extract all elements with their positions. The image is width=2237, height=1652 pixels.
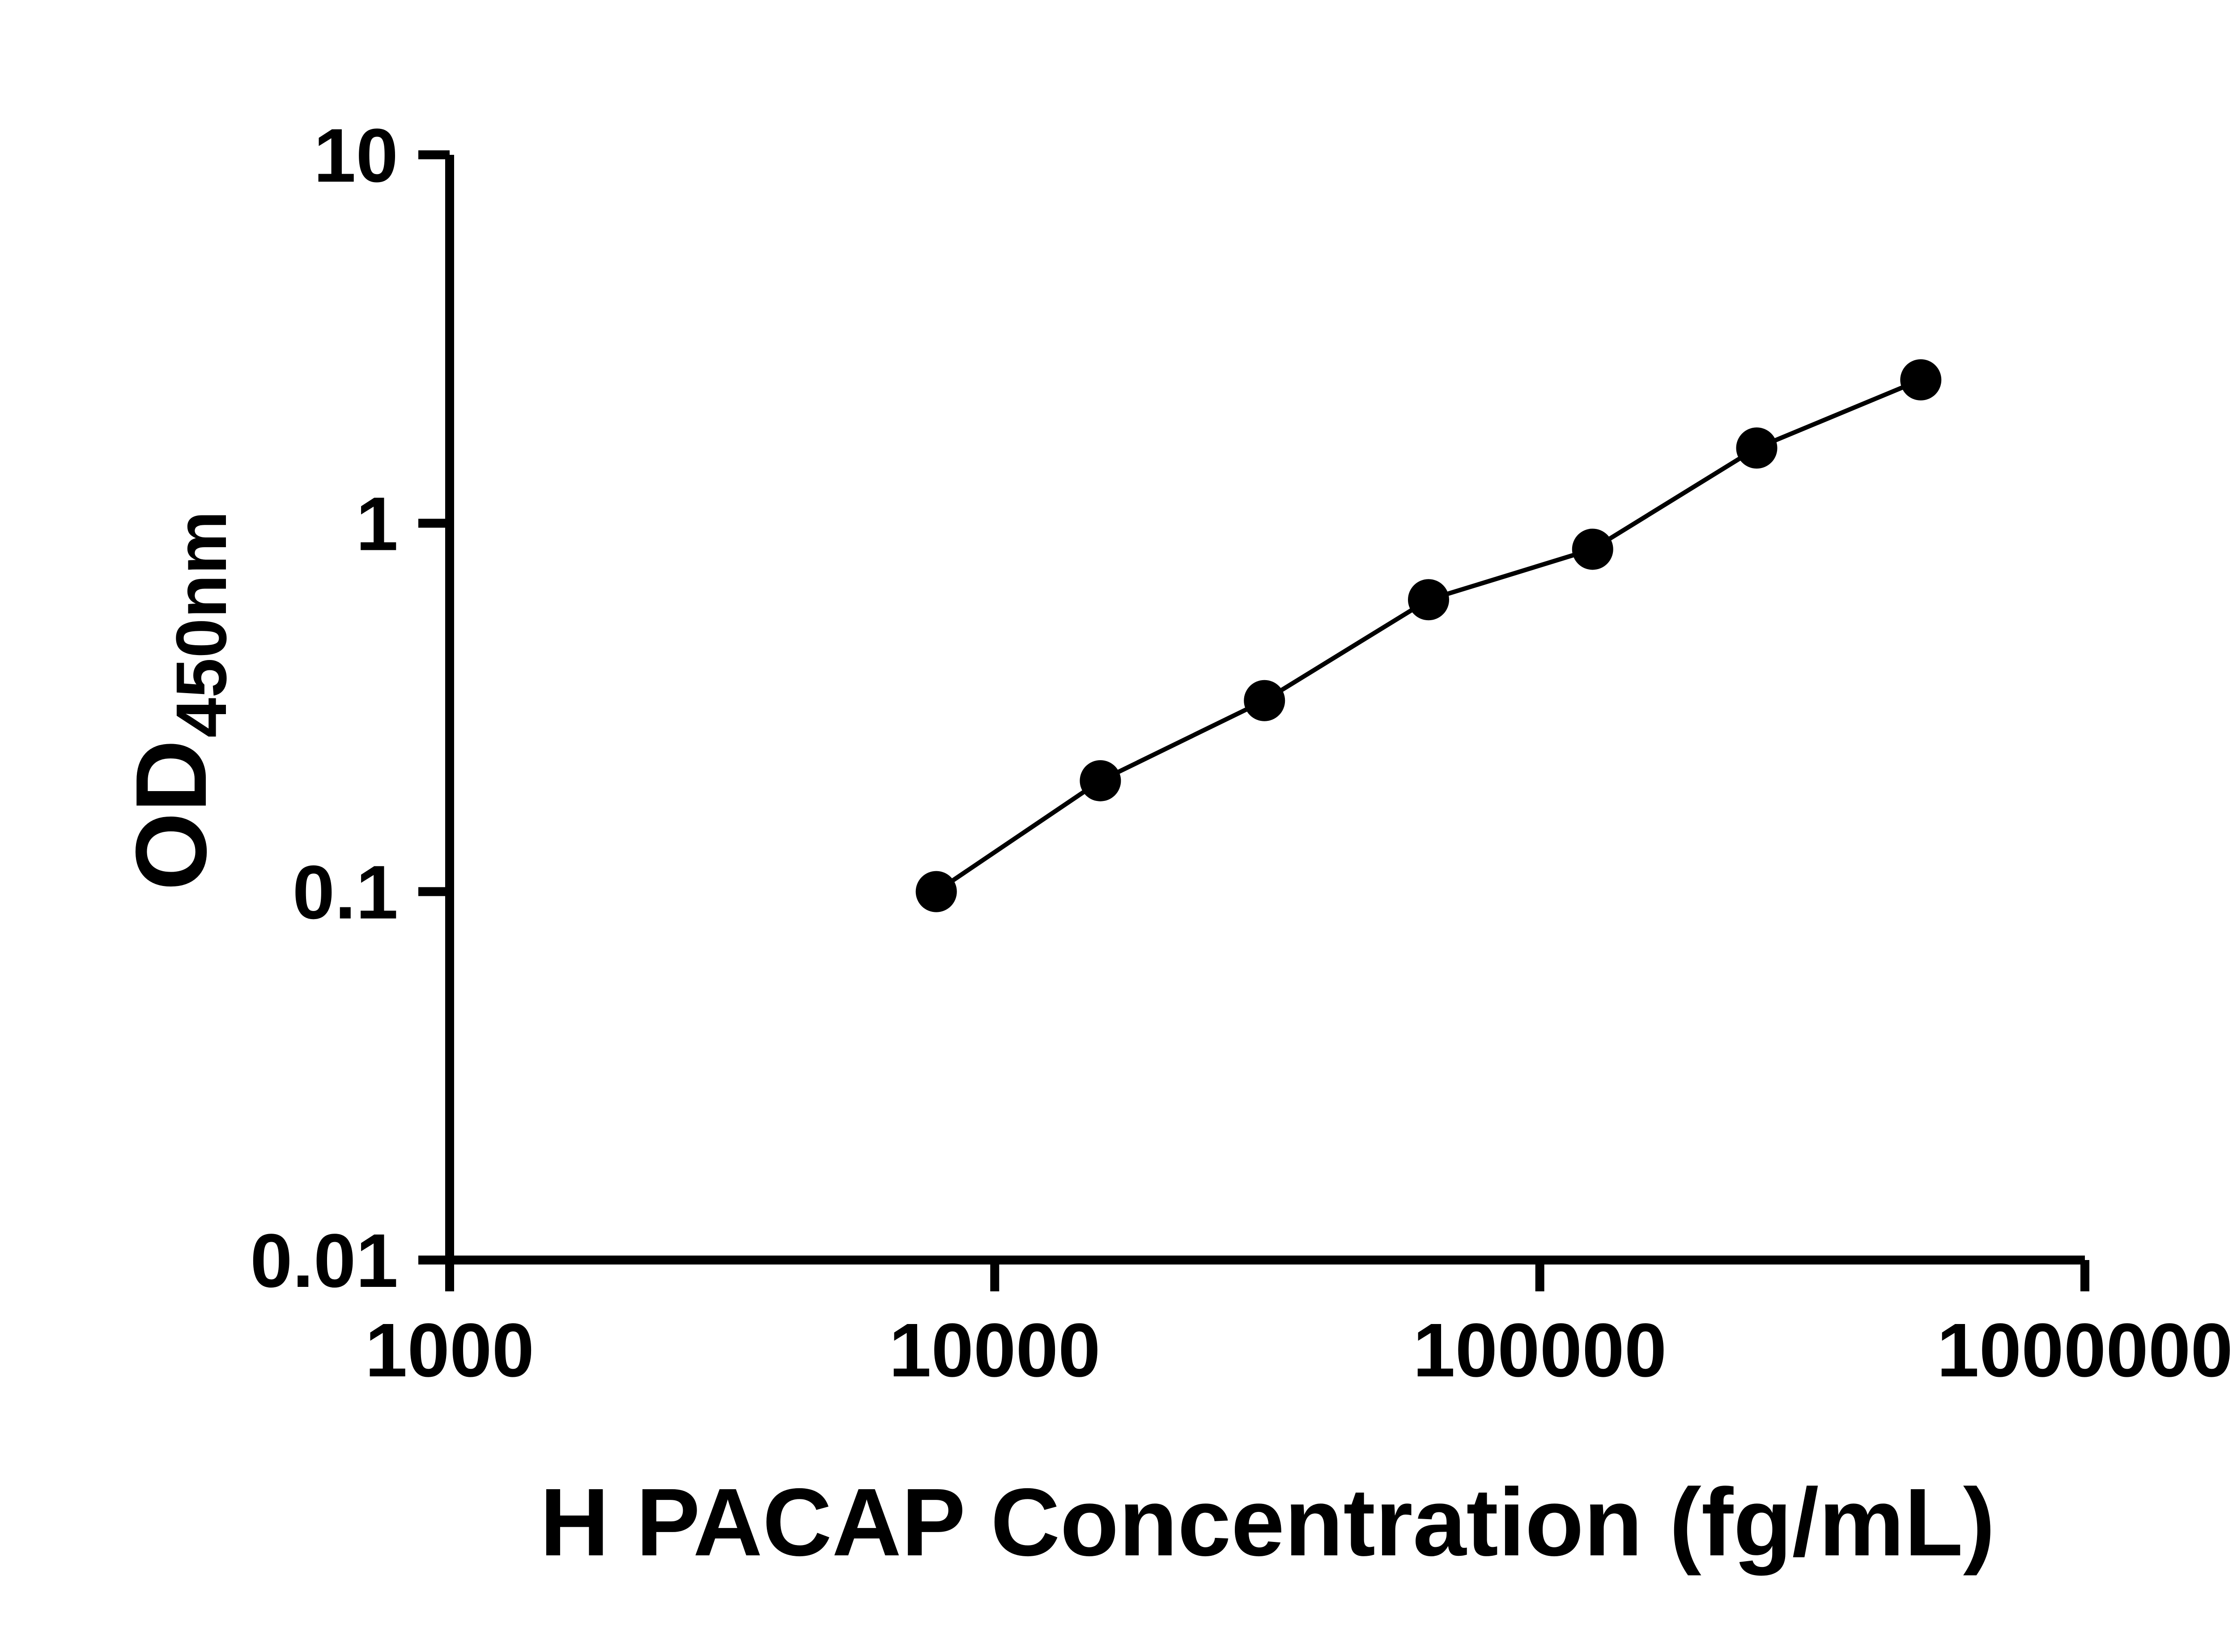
x-tick-label: 1000	[365, 1308, 534, 1393]
standard-curve-chart: 1000 10000 100000 1000000 10 1 0.1 0.01 H PACA…	[18, 7, 2237, 1645]
y-tick-label: 10	[314, 113, 398, 198]
data-point	[1408, 579, 1449, 621]
x-tick-label: 1000000	[1937, 1308, 2233, 1393]
data-point	[1572, 528, 1613, 570]
data-series	[915, 359, 1942, 912]
y-axis-title-main: OD	[115, 740, 227, 891]
x-tick-label: 10000	[889, 1308, 1101, 1393]
y-axis-title-subscript: 450nm	[161, 511, 241, 738]
x-axis-title: H PACAP Concentration (fg/mL)	[540, 1468, 1995, 1576]
data-point	[1900, 359, 1942, 400]
data-point	[1080, 760, 1121, 801]
y-axis-title: OD 450nm	[115, 511, 241, 891]
chart-canvas: 1000 10000 100000 1000000 10 1 0.1 0.01 H PACA…	[18, 7, 2237, 1645]
y-tick-label: 0.1	[293, 850, 398, 935]
x-axis-ticks: 1000 10000 100000 1000000	[365, 1260, 2233, 1393]
data-point	[1244, 680, 1285, 721]
data-point	[915, 871, 957, 912]
x-tick-label: 100000	[1413, 1308, 1667, 1393]
y-tick-label: 1	[356, 481, 398, 566]
data-point	[1736, 427, 1778, 469]
y-axis-ticks: 10 1 0.1 0.01	[250, 113, 450, 1303]
y-tick-label: 0.01	[250, 1218, 398, 1303]
